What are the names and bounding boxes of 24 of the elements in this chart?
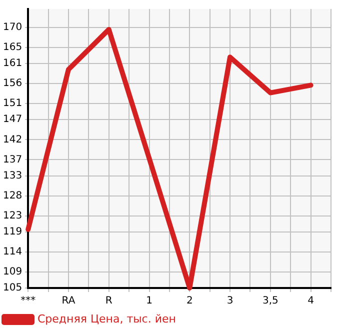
legend-label: Средняя Цена, тыс. йен — [38, 312, 176, 326]
y-tick-label: 165 — [2, 42, 22, 54]
y-tick-label: 151 — [2, 98, 22, 110]
x-tick-label: R — [105, 296, 112, 307]
y-tick-label: 123 — [2, 210, 22, 222]
x-tick-label: 4 — [308, 296, 314, 307]
y-tick-label: 133 — [2, 170, 22, 182]
y-tick-label: 119 — [2, 226, 22, 238]
y-tick-label: 170 — [2, 22, 22, 34]
y-tick-label: 142 — [2, 134, 22, 146]
x-tick-label: 1 — [146, 296, 152, 307]
x-tick-label: RA — [62, 296, 76, 307]
y-tick-label: 128 — [2, 190, 22, 202]
x-tick-label: 3,5 — [262, 296, 278, 307]
y-tick-label: 109 — [2, 266, 22, 278]
y-tick-label: 137 — [2, 154, 22, 166]
y-tick-label: 105 — [2, 282, 22, 294]
x-tick-label: 2 — [186, 296, 193, 307]
y-tick-label: 114 — [2, 246, 22, 258]
y-tick-label: 156 — [2, 78, 22, 90]
x-tick-label: *** — [20, 296, 36, 307]
y-tick-label: 161 — [2, 58, 22, 70]
y-tick-label: 147 — [2, 114, 22, 126]
x-tick-label: 3 — [226, 296, 234, 307]
